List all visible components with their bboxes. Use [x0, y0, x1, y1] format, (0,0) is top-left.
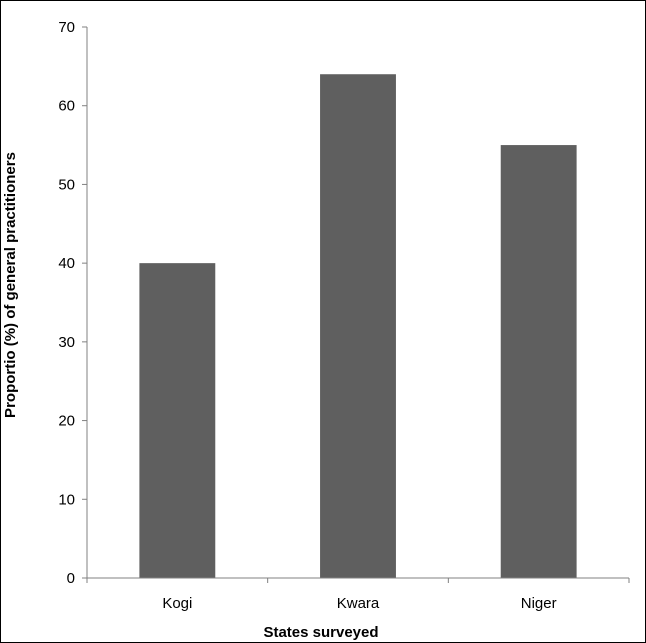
- x-axis-label: States surveyed: [263, 624, 378, 641]
- x-tick-label-kwara: Kwara: [337, 595, 380, 612]
- y-tick-label: 30: [58, 334, 75, 351]
- y-tick-label: 50: [58, 176, 75, 193]
- y-tick-label: 0: [67, 570, 75, 587]
- y-tick-label: 10: [58, 491, 75, 508]
- y-tick-label: 40: [58, 255, 75, 272]
- y-tick-label: 20: [58, 413, 75, 430]
- y-tick-label: 60: [58, 98, 75, 115]
- x-tick-label-kogi: Kogi: [162, 595, 192, 612]
- y-tick-labels: 0 10 20 30 40 50 60 70: [58, 19, 75, 587]
- bars-group: [139, 74, 577, 579]
- bar-kogi: [139, 263, 216, 578]
- axes-group: [82, 26, 630, 583]
- bar-kwara: [320, 74, 396, 578]
- x-tick-labels: Kogi Kwara Niger: [162, 595, 556, 612]
- bar-niger: [500, 145, 577, 579]
- y-tick-label: 70: [58, 19, 75, 36]
- y-axis-label: Proportio (%) of general practitioners: [2, 152, 19, 418]
- x-tick-label-niger: Niger: [521, 595, 557, 612]
